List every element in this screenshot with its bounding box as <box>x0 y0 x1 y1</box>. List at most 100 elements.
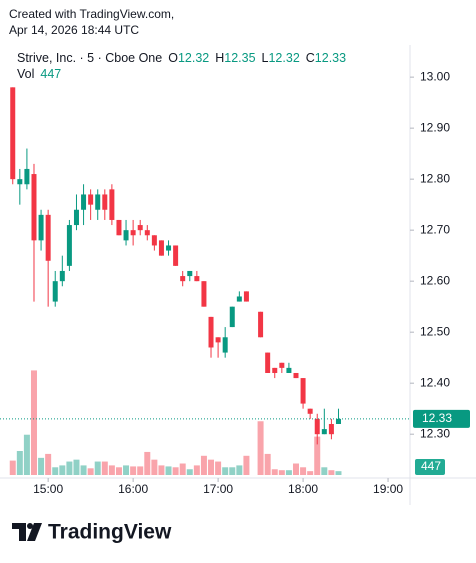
candle-body <box>279 362 285 368</box>
x-tick-label: 16:00 <box>118 482 148 496</box>
candle-body <box>300 378 306 404</box>
y-tick-label: 12.40 <box>420 375 450 389</box>
legend-label: H <box>215 51 224 65</box>
volume-bar <box>222 467 229 475</box>
logo <box>12 523 42 541</box>
volume-bar <box>307 471 314 475</box>
candle-body <box>88 194 94 205</box>
legend-label: C <box>306 51 315 65</box>
candle-body <box>45 214 51 261</box>
header-line: Created with TradingView.com, <box>9 7 174 21</box>
volume-bar <box>52 467 59 475</box>
candle-body <box>229 306 235 328</box>
candle-body <box>102 194 108 210</box>
candle-body <box>10 87 16 180</box>
candle-body <box>265 352 271 373</box>
candle-body <box>335 418 341 424</box>
volume-bar <box>94 461 101 475</box>
volume-bar <box>321 467 328 475</box>
candle-body <box>187 270 193 277</box>
volume-bar <box>229 467 236 475</box>
volume-bar <box>179 463 186 475</box>
last-volume-box <box>415 459 445 475</box>
volume-bar <box>108 465 115 475</box>
legend-value: 12.32 <box>178 51 209 65</box>
last-volume-label: 447 <box>421 459 441 473</box>
volume-bar <box>271 469 278 475</box>
volume-bar <box>80 465 87 475</box>
candle-body <box>194 276 200 282</box>
volume-bar <box>314 436 321 475</box>
header-date: Apr 14, 2026 18:44 UTC <box>9 23 139 37</box>
legend-label: L <box>262 51 269 65</box>
volume-bar <box>172 467 179 475</box>
y-tick-label: 12.90 <box>420 120 450 134</box>
candle-body <box>293 372 299 379</box>
volume-bar <box>243 455 250 475</box>
y-tick-label: 12.70 <box>420 222 450 236</box>
volume-bar <box>59 465 66 475</box>
volume-bar <box>151 459 158 475</box>
candle-body <box>123 230 129 241</box>
candle-body <box>109 189 115 220</box>
volume-bar <box>23 434 30 475</box>
volume-bar <box>38 457 45 475</box>
last-price-box <box>413 409 470 428</box>
volume-legend: Vol 447 <box>17 67 61 81</box>
legend-value: 12.35 <box>224 51 255 65</box>
candle-body <box>286 367 292 373</box>
volume-bar <box>300 467 307 475</box>
volume-bar <box>144 451 151 475</box>
candle-body <box>236 296 242 302</box>
volume-bar <box>236 465 243 475</box>
candle-body <box>95 194 101 210</box>
candle-body <box>130 230 136 236</box>
candle-body <box>201 281 207 307</box>
candle-body <box>59 270 65 282</box>
candle-body <box>151 235 157 246</box>
volume-bar <box>73 459 80 475</box>
y-tick-label: 12.60 <box>420 273 450 287</box>
volume-bar <box>186 469 193 475</box>
volume-bar <box>285 470 292 475</box>
candle-body <box>321 429 327 435</box>
volume-bar <box>115 467 122 475</box>
candle-body <box>52 281 58 302</box>
volume-bar <box>66 461 73 475</box>
legend: Strive, Inc. · 5 · Cboe One O12.32 H12.35 L… <box>17 51 346 65</box>
volume-bar <box>292 463 299 475</box>
volume-bar <box>101 461 108 475</box>
x-tick-label: 17:00 <box>203 482 233 496</box>
candle-body <box>307 408 313 414</box>
candle-body <box>222 337 228 353</box>
x-tick-label: 18:00 <box>288 482 318 496</box>
volume-bar <box>257 421 264 475</box>
candle-body <box>272 367 278 373</box>
y-tick-label: 12.50 <box>420 324 450 338</box>
volume-bar <box>45 453 52 475</box>
brand: TradingView <box>48 521 172 544</box>
volume-bar <box>193 465 200 475</box>
volume-bar <box>158 465 165 475</box>
candle-body <box>73 209 79 226</box>
candle-body <box>116 219 122 236</box>
volume-bar <box>16 451 23 475</box>
candle-body <box>137 225 143 231</box>
candle-body <box>173 245 179 266</box>
candle-body <box>258 311 264 338</box>
volume-bar <box>335 471 342 475</box>
candle-body <box>215 337 221 343</box>
candle-body <box>144 230 150 236</box>
legend-label: O <box>168 51 178 65</box>
legend-title: Strive, Inc. · 5 · Cboe One <box>17 51 162 65</box>
candle-body <box>314 418 320 435</box>
legend-value: 447 <box>40 67 61 81</box>
volume-bar <box>87 468 94 475</box>
volume-bar <box>215 461 222 475</box>
volume-bar <box>278 470 285 475</box>
candle-body <box>17 179 23 185</box>
candle-body <box>166 245 172 251</box>
y-tick-label: 12.80 <box>420 171 450 185</box>
